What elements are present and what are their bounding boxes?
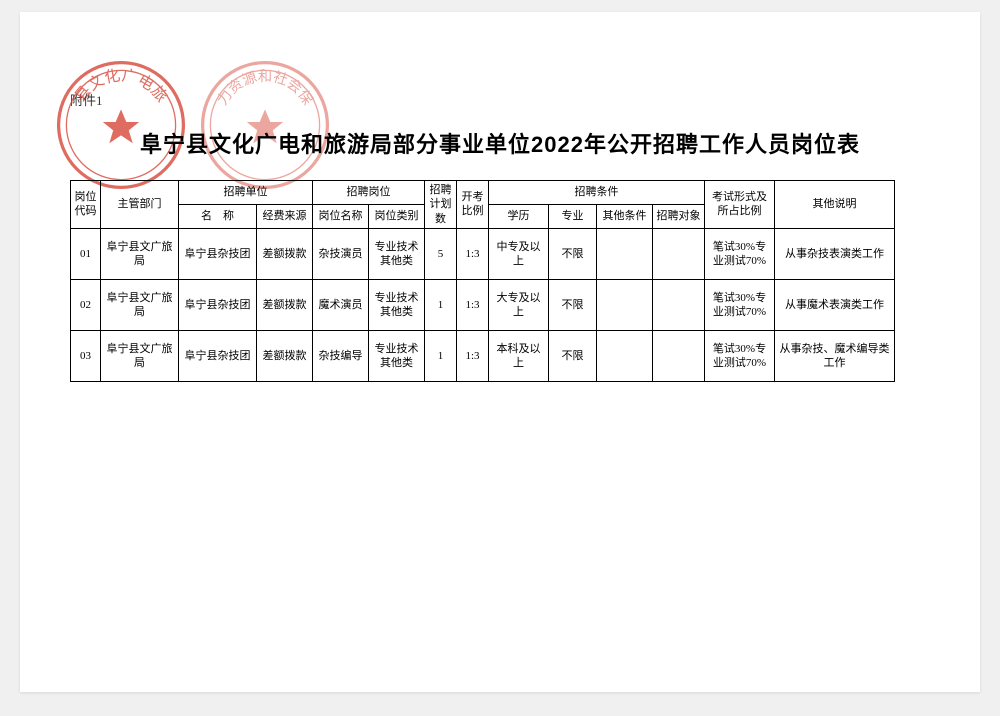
cell-ratio: 1:3 — [457, 228, 489, 279]
th-position-name: 岗位名称 — [313, 204, 369, 228]
cell-plan: 1 — [425, 330, 457, 381]
cell-target — [653, 228, 705, 279]
th-cond-edu: 学历 — [489, 204, 549, 228]
th-code: 岗位代码 — [71, 181, 101, 229]
th-cond-target: 招聘对象 — [653, 204, 705, 228]
cell-exam: 笔试30%专业测试70% — [705, 330, 775, 381]
table-body: 01阜宁县文广旅局阜宁县杂技团差额拨款杂技演员专业技术其他类51:3中专及以上不… — [71, 228, 895, 381]
th-cond-other: 其他条件 — [597, 204, 653, 228]
cell-unit: 阜宁县杂技团 — [179, 228, 257, 279]
cell-dept: 阜宁县文广旅局 — [101, 228, 179, 279]
table-row: 01阜宁县文广旅局阜宁县杂技团差额拨款杂技演员专业技术其他类51:3中专及以上不… — [71, 228, 895, 279]
cell-pname: 杂技演员 — [313, 228, 369, 279]
cell-pname: 魔术演员 — [313, 279, 369, 330]
cell-unit: 阜宁县杂技团 — [179, 330, 257, 381]
official-seal-1: 县文化广电旅 — [56, 60, 186, 190]
table-header: 岗位代码 主管部门 招聘单位 招聘岗位 招聘计划数 开考比例 招聘条件 考试形式… — [71, 181, 895, 229]
cell-exam: 笔试30%专业测试70% — [705, 279, 775, 330]
document-page: 附件1 县文化广电旅 力资源和社会保 阜宁县文化广电和旅游局部分事业单位2022… — [20, 12, 980, 692]
cell-code: 03 — [71, 330, 101, 381]
th-ratio: 开考比例 — [457, 181, 489, 229]
cell-note: 从事杂技表演类工作 — [775, 228, 895, 279]
cell-edu: 本科及以上 — [489, 330, 549, 381]
cell-edu: 大专及以上 — [489, 279, 549, 330]
cell-target — [653, 279, 705, 330]
cell-major: 不限 — [549, 228, 597, 279]
th-dept: 主管部门 — [101, 181, 179, 229]
cell-target — [653, 330, 705, 381]
official-seal-2: 力资源和社会保 — [200, 60, 330, 190]
cell-plan: 1 — [425, 279, 457, 330]
cell-ratio: 1:3 — [457, 330, 489, 381]
attachment-label: 附件1 — [70, 90, 103, 109]
page-title: 阜宁县文化广电和旅游局部分事业单位2022年公开招聘工作人员岗位表 — [20, 127, 980, 159]
cell-major: 不限 — [549, 330, 597, 381]
table-row: 03阜宁县文广旅局阜宁县杂技团差额拨款杂技编导专业技术其他类11:3本科及以上不… — [71, 330, 895, 381]
th-cond-group: 招聘条件 — [489, 181, 705, 205]
job-table: 岗位代码 主管部门 招聘单位 招聘岗位 招聘计划数 开考比例 招聘条件 考试形式… — [70, 180, 895, 382]
cell-pcat: 专业技术其他类 — [369, 330, 425, 381]
th-plan: 招聘计划数 — [425, 181, 457, 229]
cell-fund: 差额拨款 — [257, 228, 313, 279]
cell-note: 从事杂技、魔术编导类工作 — [775, 330, 895, 381]
cell-other — [597, 228, 653, 279]
cell-pcat: 专业技术其他类 — [369, 279, 425, 330]
cell-plan: 5 — [425, 228, 457, 279]
cell-other — [597, 330, 653, 381]
th-unit-fund: 经费来源 — [257, 204, 313, 228]
cell-major: 不限 — [549, 279, 597, 330]
cell-note: 从事魔术表演类工作 — [775, 279, 895, 330]
th-position-group: 招聘岗位 — [313, 181, 425, 205]
th-unit-name: 名 称 — [179, 204, 257, 228]
cell-exam: 笔试30%专业测试70% — [705, 228, 775, 279]
th-position-cat: 岗位类别 — [369, 204, 425, 228]
cell-edu: 中专及以上 — [489, 228, 549, 279]
th-cond-major: 专业 — [549, 204, 597, 228]
th-exam: 考试形式及所占比例 — [705, 181, 775, 229]
cell-code: 01 — [71, 228, 101, 279]
table-row: 02阜宁县文广旅局阜宁县杂技团差额拨款魔术演员专业技术其他类11:3大专及以上不… — [71, 279, 895, 330]
cell-code: 02 — [71, 279, 101, 330]
cell-pcat: 专业技术其他类 — [369, 228, 425, 279]
cell-dept: 阜宁县文广旅局 — [101, 279, 179, 330]
svg-text:力资源和社会保: 力资源和社会保 — [214, 68, 317, 108]
cell-dept: 阜宁县文广旅局 — [101, 330, 179, 381]
cell-fund: 差额拨款 — [257, 330, 313, 381]
cell-fund: 差额拨款 — [257, 279, 313, 330]
th-unit-group: 招聘单位 — [179, 181, 313, 205]
cell-unit: 阜宁县杂技团 — [179, 279, 257, 330]
th-note: 其他说明 — [775, 181, 895, 229]
cell-ratio: 1:3 — [457, 279, 489, 330]
cell-other — [597, 279, 653, 330]
cell-pname: 杂技编导 — [313, 330, 369, 381]
